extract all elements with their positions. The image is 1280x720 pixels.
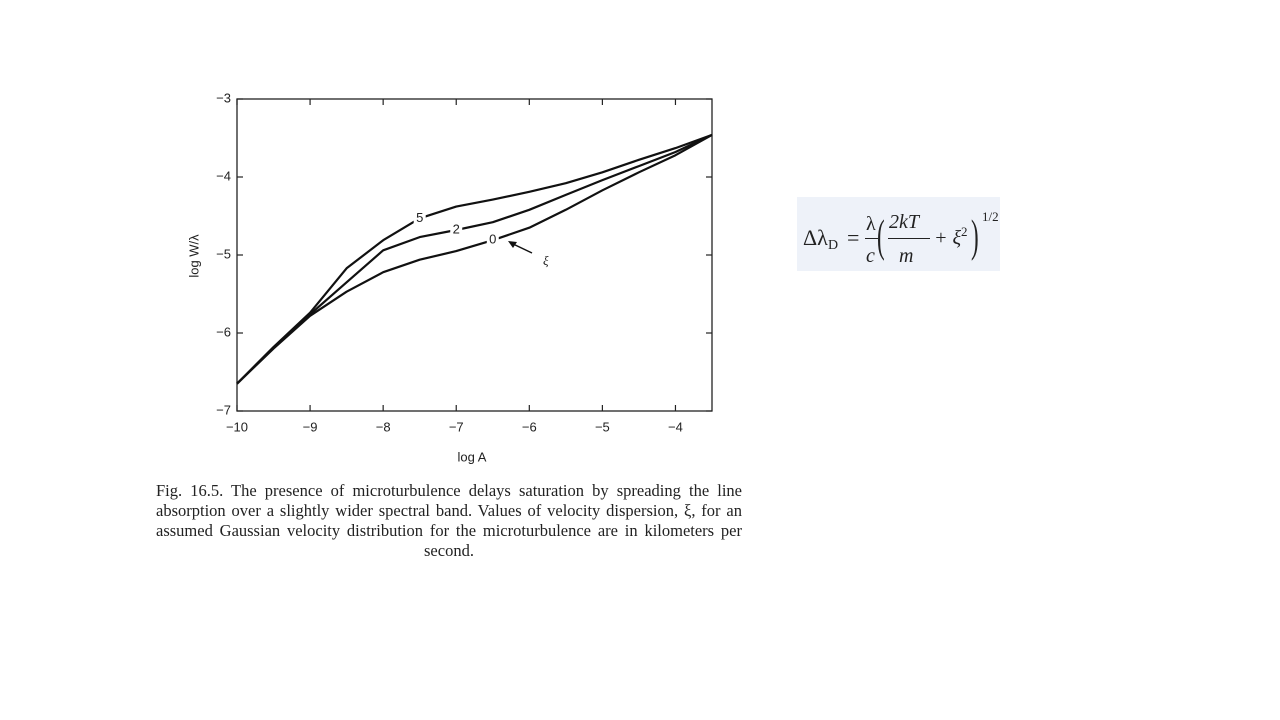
series-label-bg	[450, 222, 463, 238]
y-axis-label: log W/λ	[186, 234, 201, 278]
formula-subscript: D	[828, 238, 839, 253]
formula-numerator: λ	[866, 213, 876, 235]
y-tick-label: −3	[216, 90, 231, 105]
plot-frame	[236, 98, 713, 412]
x-tick-label: −4	[668, 419, 683, 434]
x-tick-label: −5	[595, 419, 610, 434]
formula-exponent: 1/2	[982, 209, 999, 224]
paren-left: (	[877, 210, 885, 261]
series-line	[236, 133, 713, 385]
arrow-head	[508, 241, 517, 248]
series-label-bg	[413, 210, 426, 226]
series-line	[236, 133, 713, 385]
figure-caption: Fig. 16.5. The presence of microturbulen…	[156, 481, 742, 560]
y-tick-label: −7	[216, 402, 231, 417]
series-line	[236, 133, 713, 385]
y-tick-label: −5	[216, 246, 231, 261]
formula-inner-numerator: 2kT	[889, 211, 919, 233]
formula-lhs: Δλ	[803, 225, 828, 250]
fraction-bar	[865, 238, 878, 239]
formula-inner-denominator: m	[899, 245, 914, 267]
x-tick-label: −9	[303, 419, 318, 434]
formula-equals: =	[847, 225, 860, 250]
x-tick-label: −10	[226, 419, 248, 434]
x-tick-label: −6	[522, 419, 537, 434]
series-label-bg	[486, 232, 499, 248]
x-tick-label: −8	[376, 419, 391, 434]
x-tick-label: −7	[449, 419, 464, 434]
fraction-bar	[888, 238, 930, 239]
formula-plus: + ξ	[934, 227, 962, 249]
y-tick-label: −4	[216, 168, 231, 183]
y-tick-label: −6	[216, 324, 231, 339]
formula-denominator: c	[866, 245, 875, 267]
annotation: ξ	[543, 253, 549, 268]
series-label: 5	[416, 210, 423, 225]
series-label: 0	[489, 232, 496, 247]
formula: Δλ D = λ c ( 2kT m + ξ 2 ) 1/2	[797, 197, 1000, 271]
paren-right: )	[971, 210, 979, 261]
formula-power: 2	[961, 224, 968, 239]
series-label: 2	[453, 221, 460, 236]
x-axis-label: log A	[458, 449, 487, 464]
